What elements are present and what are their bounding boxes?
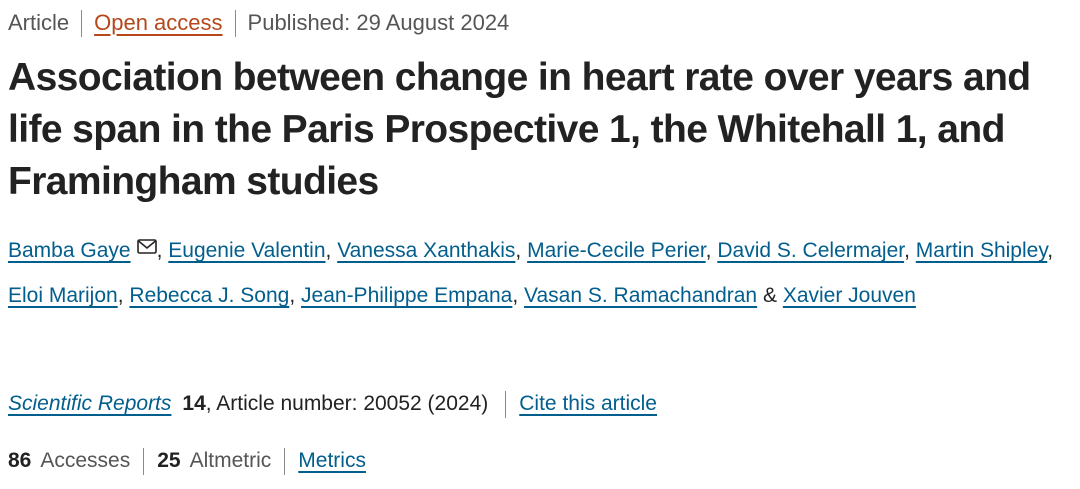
author-link[interactable]: Marie-Cecile Perier (527, 239, 706, 262)
author-separator: , (325, 239, 332, 262)
divider (81, 9, 83, 37)
cite-article-link[interactable]: Cite this article (519, 392, 657, 415)
author-list: Bamba Gaye, Eugenie Valentin, Vanessa Xa… (8, 228, 1074, 318)
metrics-row: 86 Accesses 25 Altmetric Metrics (8, 445, 366, 477)
article-type: Article (8, 10, 70, 35)
divider (284, 447, 286, 475)
open-access-link[interactable]: Open access (94, 10, 223, 35)
author-link[interactable]: Vanessa Xanthakis (337, 239, 516, 262)
altmetric-count: 25 (157, 449, 181, 472)
author-link[interactable]: Eloi Marijon (8, 284, 118, 307)
journal-link[interactable]: Scientific Reports (8, 392, 172, 415)
author-link[interactable]: Eugenie Valentin (168, 239, 326, 262)
article-number: , Article number: 20052 (2024) (205, 392, 489, 415)
author-link[interactable]: Jean-Philippe Empana (301, 284, 513, 307)
article-meta-row: Article Open access Published: 29 August… (8, 8, 509, 38)
author-separator: , (512, 284, 519, 307)
author-separator: , (515, 239, 522, 262)
author-separator: , (705, 239, 712, 262)
journal-volume: 14 (182, 392, 206, 415)
author-separator: , (156, 239, 163, 262)
divider (234, 9, 236, 37)
author-separator: , (904, 239, 910, 262)
author-ampersand: & (762, 284, 777, 307)
author-separator: , (117, 284, 124, 307)
accesses-label: Accesses (40, 449, 131, 472)
accesses-count: 86 (8, 449, 32, 472)
metrics-link[interactable]: Metrics (298, 449, 366, 472)
author-link[interactable]: Vasan S. Ramachandran (524, 284, 758, 307)
citation-row: Scientific Reports 14 , Article number: … (8, 388, 657, 420)
author-link[interactable]: Xavier Jouven (782, 284, 916, 307)
divider (505, 390, 507, 418)
author-link[interactable]: Rebecca J. Song (129, 284, 290, 307)
author-separator: , (289, 284, 296, 307)
divider (143, 447, 145, 475)
article-title: Association between change in heart rate… (8, 56, 1031, 203)
mail-icon[interactable] (136, 239, 157, 254)
author-link[interactable]: Bamba Gaye (8, 239, 131, 262)
published-date: Published: 29 August 2024 (247, 10, 510, 35)
author-separator: , (1047, 239, 1054, 262)
altmetric-label: Altmetric (189, 449, 272, 472)
author-link[interactable]: David S. Celermajer (717, 239, 905, 262)
author-link[interactable]: Martin Shipley (915, 239, 1048, 262)
